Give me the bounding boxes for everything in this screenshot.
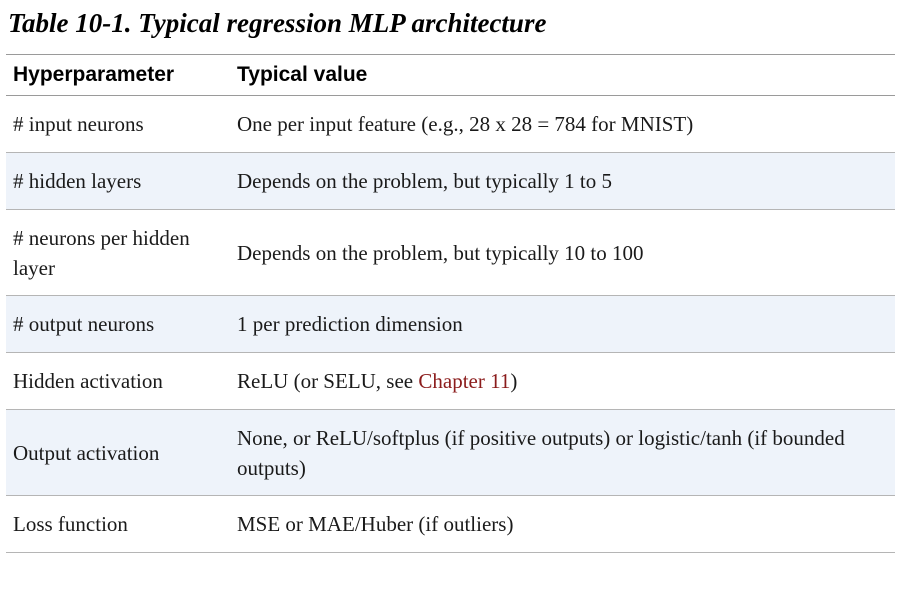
hyperparameter-cell: Hidden activation [6,352,230,410]
typical-value-cell: ReLU (or SELU, see Chapter 11) [230,352,895,410]
table-row: # hidden layers Depends on the problem, … [6,152,895,210]
column-header-hyperparameter: Hyperparameter [6,54,230,96]
table-row: Output activation None, or ReLU/softplus… [6,409,895,496]
chapter-11-link[interactable]: Chapter 11 [418,369,511,393]
table-row: Hidden activation ReLU (or SELU, see Cha… [6,352,895,410]
typical-value-cell: One per input feature (e.g., 28 x 28 = 7… [230,95,895,153]
typical-value-cell: None, or ReLU/softplus (if positive outp… [230,409,895,496]
typical-value-cell: MSE or MAE/Huber (if outliers) [230,495,895,553]
typical-value-cell: Depends on the problem, but typically 1 … [230,152,895,210]
table-row: Loss function MSE or MAE/Huber (if outli… [6,495,895,553]
hyperparameter-table: Hyperparameter Typical value # input neu… [6,54,895,553]
table-row: # output neurons 1 per prediction dimens… [6,295,895,353]
typical-value-cell: Depends on the problem, but typically 10… [230,209,895,296]
table-row: # input neurons One per input feature (e… [6,95,895,153]
table-caption: Table 10-1. Typical regression MLP archi… [8,8,547,38]
hyperparameter-cell: Loss function [6,495,230,553]
hyperparameter-cell: # neurons per hidden layer [6,209,230,296]
hyperparameter-cell: # input neurons [6,95,230,153]
hyperparameter-cell: # output neurons [6,295,230,353]
hyperparameter-cell: Output activation [6,409,230,496]
hyperparameter-cell: # hidden layers [6,152,230,210]
column-header-typical-value: Typical value [230,54,895,96]
typical-value-cell: 1 per prediction dimension [230,295,895,353]
table-row: # neurons per hidden layer Depends on th… [6,209,895,296]
table-header-row: Hyperparameter Typical value [6,54,895,96]
value-text-after-link: ) [510,369,518,393]
value-text-before-link: ReLU (or SELU, see [237,369,419,393]
